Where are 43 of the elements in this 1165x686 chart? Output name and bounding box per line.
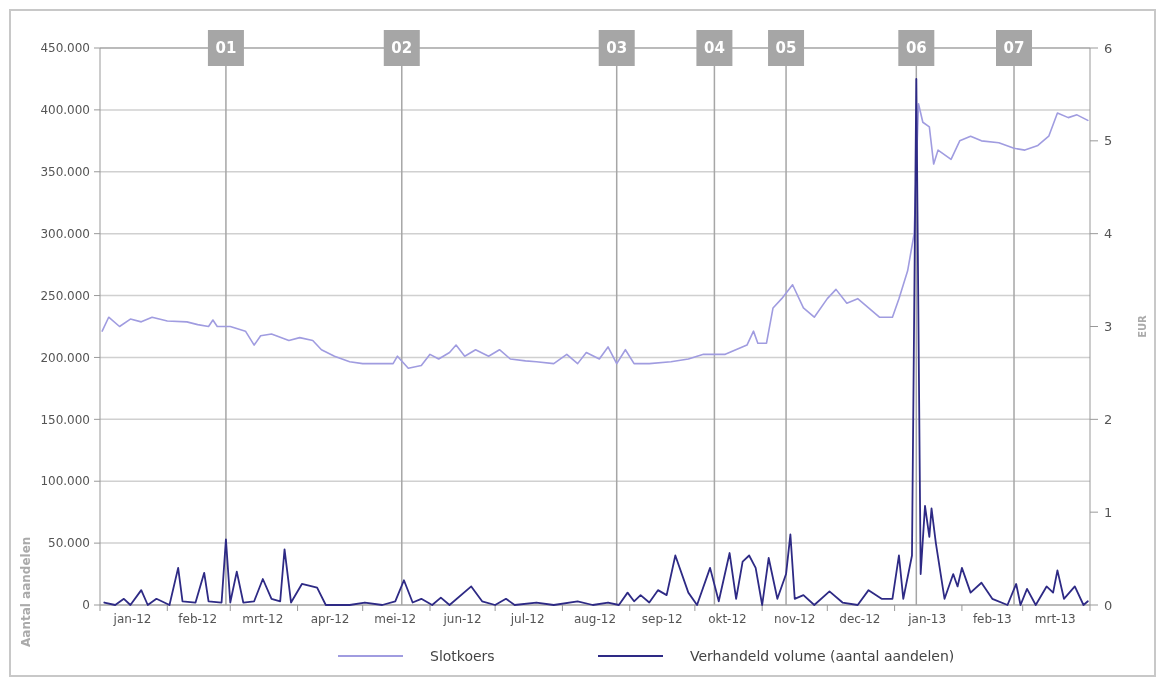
y2-tick-label: 1 <box>1104 504 1113 520</box>
y2-tick-label: 3 <box>1104 319 1113 335</box>
ref-line-label: 02 <box>391 39 413 58</box>
x-tick-label: feb-13 <box>972 612 1012 626</box>
y2-tick-label: 5 <box>1104 133 1113 149</box>
y-tick-label: 0 <box>82 598 90 613</box>
y-axis-title: Aantal aandelen <box>19 536 33 647</box>
y-tick-label: 100.000 <box>40 474 90 489</box>
y2-tick-label: 6 <box>1104 40 1113 56</box>
x-tick-label: sep-12 <box>641 612 683 626</box>
y-tick-label: 150.000 <box>40 412 90 427</box>
y-tick-label: 350.000 <box>40 164 90 179</box>
ref-line-label: 07 <box>1003 39 1025 58</box>
x-tick-label: jan-12 <box>112 612 152 626</box>
ref-line-label: 05 <box>775 39 797 58</box>
y2-tick-label: 0 <box>1104 597 1113 613</box>
y-tick-label: 300.000 <box>40 226 90 241</box>
y2-tick-label: 2 <box>1104 411 1113 427</box>
y-tick-label: 450.000 <box>40 41 90 56</box>
x-tick-label: nov-12 <box>774 612 816 626</box>
legend-label: Slotkoers <box>430 647 495 664</box>
x-tick-label: dec-12 <box>839 612 881 626</box>
y-tick-label: 400.000 <box>40 103 90 118</box>
x-tick-label: mrt-12 <box>242 612 284 626</box>
ref-line-label: 03 <box>606 39 628 58</box>
x-tick-label: mrt-13 <box>1034 612 1076 626</box>
y-tick-label: 250.000 <box>40 288 90 303</box>
ref-line-label: 06 <box>905 39 927 58</box>
x-tick-label: jul-12 <box>509 612 545 626</box>
y-tick-label: 50.000 <box>48 536 90 551</box>
y2-tick-label: 4 <box>1104 226 1113 242</box>
x-tick-label: feb-12 <box>178 612 218 626</box>
y-tick-label: 200.000 <box>40 350 90 365</box>
x-tick-label: jun-12 <box>442 612 482 626</box>
legend-label: Verhandeld volume (aantal aandelen) <box>690 647 955 664</box>
ref-line-label: 01 <box>215 39 237 58</box>
x-tick-label: jan-13 <box>907 612 947 626</box>
x-tick-label: okt-12 <box>708 612 747 626</box>
x-tick-label: mei-12 <box>374 612 417 626</box>
x-tick-label: aug-12 <box>573 612 617 626</box>
y2-axis-title: EUR <box>1137 314 1148 338</box>
ref-line-label: 04 <box>703 39 725 58</box>
x-tick-label: apr-12 <box>310 612 350 626</box>
